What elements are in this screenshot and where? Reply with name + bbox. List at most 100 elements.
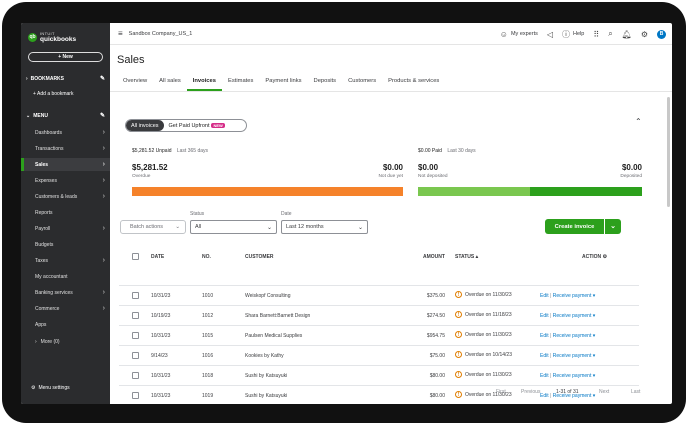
bookmarks-section[interactable]: › BOOKMARKS ✎ — [26, 75, 105, 83]
table-row[interactable]: 10/31/23 1015 Paulsen Medical Supplies $954… — [119, 325, 639, 345]
row-checkbox[interactable] — [132, 352, 139, 359]
row-actions: Edit | Receive payment ▾ — [540, 313, 596, 319]
table-row[interactable]: 10/31/23 1018 Sushi by Katsuyuki $80.00! Ove… — [119, 365, 639, 385]
company-name[interactable]: Sandbox Company_US_1 — [128, 30, 193, 37]
receive-payment-link[interactable]: Receive payment — [552, 333, 592, 339]
row-checkbox[interactable] — [132, 312, 139, 319]
tab-payment-links[interactable]: Payment links — [265, 78, 302, 84]
create-invoice-dropdown-icon[interactable]: ⌄ — [604, 219, 621, 234]
get-paid-upfront-toggle[interactable]: Get Paid Upfront NEW — [164, 120, 230, 131]
table-row[interactable]: 10/19/23 1012 Shara Barnett:Barnett Design… — [119, 305, 639, 325]
notifications-bell-icon[interactable]: 🔔︎ — [621, 29, 632, 39]
tab-deposits[interactable]: Deposits — [313, 78, 337, 84]
status-filter-select[interactable]: All ⌄ — [190, 220, 277, 234]
row-action-dropdown-icon[interactable]: ▾ — [591, 293, 596, 299]
sidebar-item-customers-leads[interactable]: Customers & leads › — [21, 190, 110, 203]
receive-payment-link[interactable]: Receive payment — [552, 393, 592, 399]
tab-products-services[interactable]: Products & services — [388, 78, 440, 84]
my-experts-link[interactable]: My experts — [510, 31, 538, 37]
tab-all-sales[interactable]: All sales — [159, 78, 181, 84]
batch-actions-button[interactable]: Batch actions ⌄ — [120, 220, 186, 234]
date-column-header[interactable]: DATE — [151, 254, 165, 260]
settings-gear-icon[interactable]: ⚙ — [640, 29, 648, 39]
sidebar-item-taxes[interactable]: Taxes › — [21, 254, 110, 267]
receive-payment-link[interactable]: Receive payment — [552, 293, 592, 299]
sidebar-item-sales[interactable]: Sales › — [21, 158, 110, 171]
row-status: ! Overdue on 10/14/23 — [455, 351, 512, 358]
unpaid-bar[interactable] — [132, 187, 403, 196]
add-bookmark-link[interactable]: + Add a bookmark — [33, 91, 74, 97]
sidebar-item-apps[interactable]: Apps — [21, 318, 110, 331]
apps-grid-icon[interactable]: ⠿ — [593, 29, 600, 39]
pager-last[interactable]: Last — [631, 389, 641, 395]
search-icon[interactable]: ⌕ — [608, 29, 613, 38]
new-button[interactable]: + New — [28, 52, 103, 62]
tab-customers[interactable]: Customers — [348, 78, 377, 84]
sidebar-item-payroll[interactable]: Payroll › — [21, 222, 110, 235]
row-action-dropdown-icon[interactable]: ▾ — [591, 333, 596, 339]
sidebar-item-transactions[interactable]: Transactions › — [21, 142, 110, 155]
sidebar-item-budgets[interactable]: Budgets — [21, 238, 110, 251]
row-action-dropdown-icon[interactable]: ▾ — [591, 373, 596, 379]
tab-overview[interactable]: Overview — [123, 78, 148, 84]
edit-link[interactable]: Edit — [540, 313, 549, 319]
select-all-checkbox[interactable] — [132, 253, 139, 260]
sidebar-item-reports[interactable]: Reports — [21, 206, 110, 219]
sidebar-item-my-accountant[interactable]: My accountant — [21, 270, 110, 283]
amount-column-header[interactable]: AMOUNT — [423, 254, 445, 260]
edit-menu-icon[interactable]: ✎ — [99, 113, 105, 119]
row-action-dropdown-icon[interactable]: ▾ — [591, 393, 596, 399]
edit-link[interactable]: Edit — [540, 353, 549, 359]
create-invoice-button[interactable]: Create invoice ⌄ — [545, 219, 621, 234]
warning-icon: ! — [455, 371, 462, 378]
tab-estimates[interactable]: Estimates — [227, 78, 254, 84]
all-invoices-toggle[interactable]: All invoices — [126, 120, 164, 131]
edit-bookmarks-icon[interactable]: ✎ — [99, 76, 105, 82]
help-link[interactable]: Help — [573, 31, 585, 37]
receive-payment-link[interactable]: Receive payment — [552, 313, 592, 319]
table-row[interactable]: 10/31/23 1019 Sushi by Katsuyuki $80.00! Ove… — [119, 385, 639, 404]
collapse-menu-icon[interactable]: ≡ — [118, 29, 123, 38]
row-action-dropdown-icon[interactable]: ▾ — [591, 313, 596, 319]
not-due-label: Not due yet — [378, 174, 403, 179]
quickbooks-logo[interactable]: qb INTUIT quickbooks — [28, 31, 76, 43]
sidebar-item-expenses[interactable]: Expenses › — [21, 174, 110, 187]
row-checkbox[interactable] — [132, 332, 139, 339]
no-column-header[interactable]: NO. — [202, 254, 211, 260]
edit-link[interactable]: Edit — [540, 373, 549, 379]
table-settings-gear-icon[interactable]: ⚙ — [602, 254, 608, 260]
chevron-up-icon[interactable]: ⌃ — [635, 117, 642, 126]
row-checkbox[interactable] — [132, 392, 139, 399]
sidebar-item-commerce[interactable]: Commerce › — [21, 302, 110, 315]
page-scrollbar[interactable] — [667, 97, 670, 207]
pager-next[interactable]: Next — [599, 389, 610, 395]
table-row[interactable]: 10/31/23 1010 Weiskopf Consulting $375.00! O… — [119, 285, 639, 305]
receive-payment-link[interactable]: Receive payment — [552, 353, 592, 359]
sidebar-item-more-0[interactable]: › More (0) — [21, 335, 110, 348]
sidebar-item-label: Taxes — [35, 257, 49, 264]
sidebar-item-dashboards[interactable]: Dashboards › — [21, 126, 110, 139]
customer-column-header[interactable]: CUSTOMER — [245, 254, 274, 260]
paid-bar[interactable] — [418, 187, 642, 196]
warning-icon: ! — [455, 331, 462, 338]
table-row[interactable]: 9/14/23 1016 Kookies by Kathy $75.00! Overdu… — [119, 345, 639, 365]
edit-link[interactable]: Edit — [540, 393, 549, 399]
receive-payment-link[interactable]: Receive payment — [552, 373, 592, 379]
row-checkbox[interactable] — [132, 292, 139, 299]
tab-invoices[interactable]: Invoices — [186, 75, 222, 91]
date-filter-select[interactable]: Last 12 months ⌄ — [281, 220, 368, 234]
row-action-dropdown-icon[interactable]: ▾ — [591, 353, 596, 359]
status-column-header[interactable]: STATUS ▴ — [455, 254, 478, 260]
row-number: 1016 — [202, 353, 214, 359]
edit-link[interactable]: Edit — [540, 333, 549, 339]
megaphone-icon[interactable]: ◁ — [546, 29, 554, 39]
menu-settings-button[interactable]: ⚙ Menu settings — [26, 385, 105, 391]
edit-link[interactable]: Edit — [540, 293, 549, 299]
pager-first[interactable]: First — [496, 389, 506, 395]
sidebar-item-banking-services[interactable]: Banking services › — [21, 286, 110, 299]
pager-previous[interactable]: Previous — [521, 389, 541, 395]
row-checkbox[interactable] — [132, 372, 139, 379]
menu-section[interactable]: ⌄ MENU ✎ — [26, 112, 105, 120]
avatar[interactable]: B — [657, 29, 666, 39]
menu-label: MENU — [33, 112, 48, 119]
